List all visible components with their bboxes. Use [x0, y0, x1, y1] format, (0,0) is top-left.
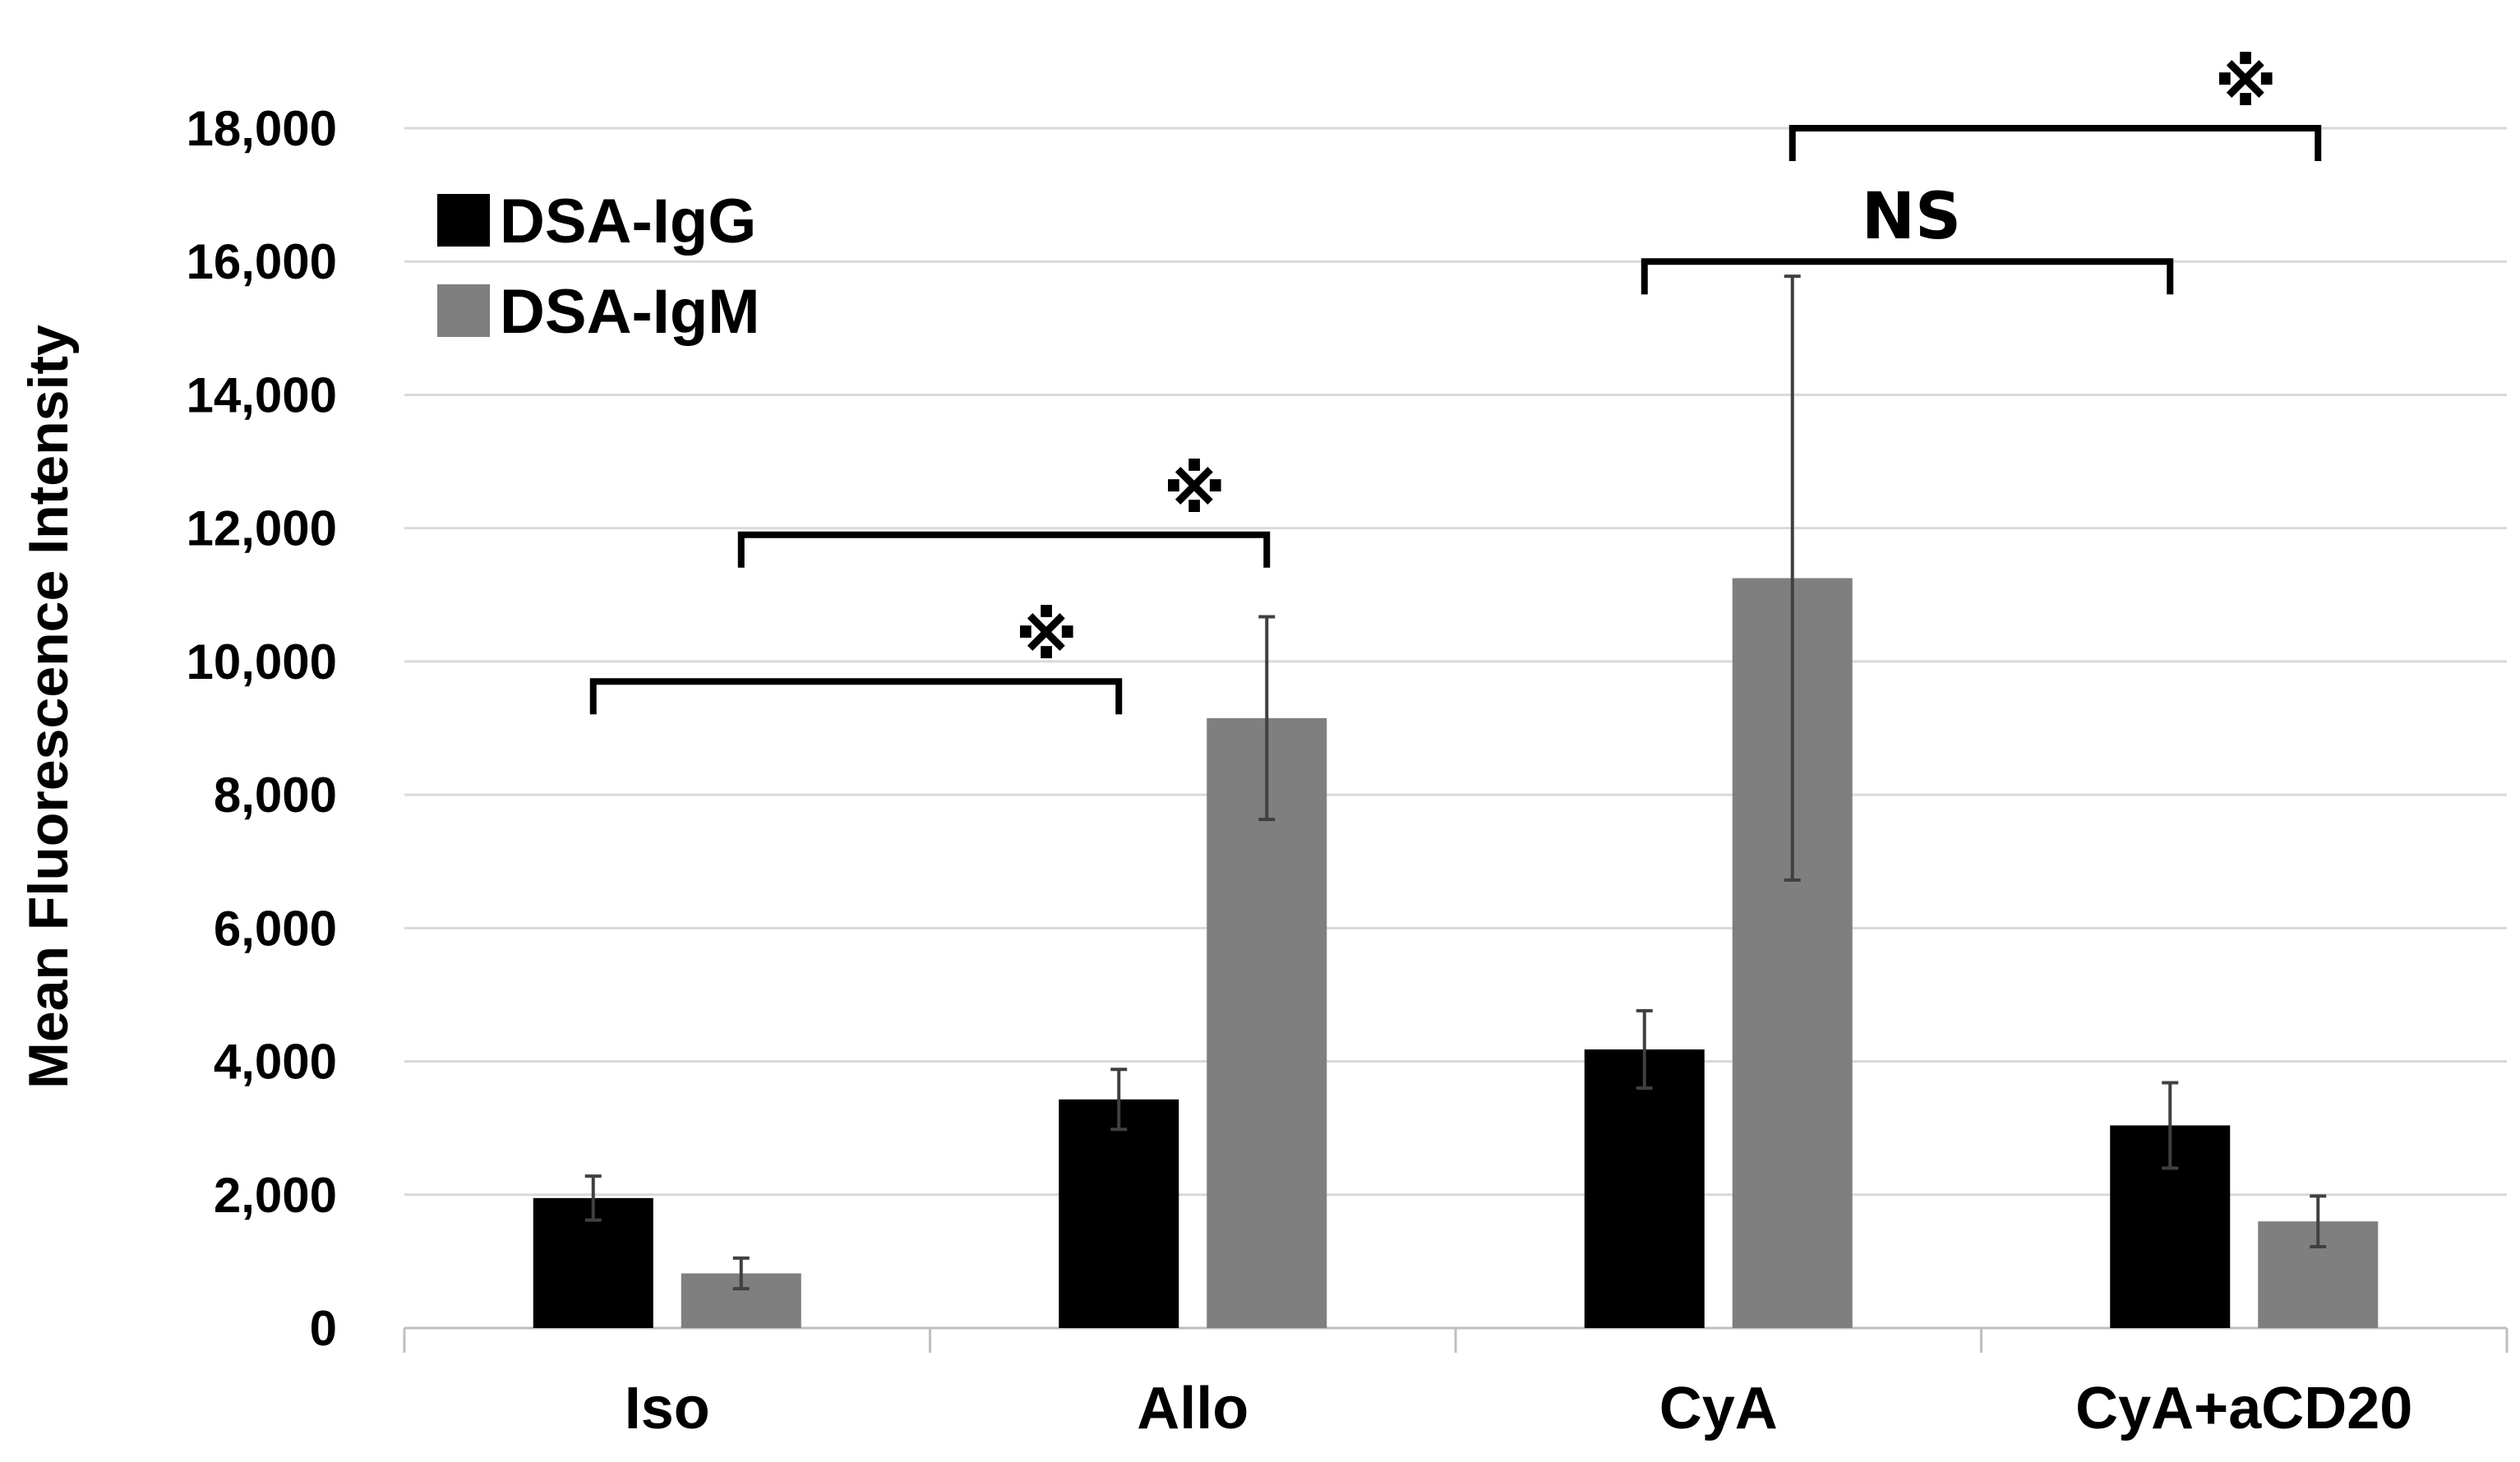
legend: DSA-IgG DSA-IgM [437, 187, 760, 347]
significance-bracket-3: NS [1641, 180, 2174, 295]
x-axis [403, 1326, 2508, 1353]
error-bar-dsa-igg-allo [1110, 1068, 1128, 1132]
error-bar-dsa-igg-cya-acd20 [2162, 1081, 2179, 1170]
significance-label: ※ [1015, 600, 1078, 674]
error-bars [584, 274, 2327, 1291]
legend-label-dsa-igg: DSA-IgG [500, 187, 756, 256]
error-bar-dsa-igg-cya [1636, 1008, 1653, 1090]
y-tick-label: 4,000 [214, 1035, 337, 1090]
significance-bracket-1: ※ [589, 600, 1123, 715]
significance-label: ※ [1163, 454, 1225, 528]
significance-bracket-2: ※ [737, 454, 1271, 568]
legend-swatch-dsa-igm [437, 284, 490, 337]
x-category-label-iso: Iso [625, 1376, 710, 1441]
y-tick-label: 0 [310, 1301, 337, 1356]
significance-bracket-4: ※ [1788, 47, 2322, 161]
x-category-label-cya: CyA [1659, 1376, 1778, 1441]
error-bar-dsa-igg-iso [584, 1174, 602, 1222]
x-category-label-allo: Allo [1137, 1376, 1248, 1441]
significance-label: NS [1862, 180, 1961, 254]
legend-label-dsa-igm: DSA-IgM [500, 277, 760, 347]
bar-dsa-igg-allo [1059, 1099, 1179, 1328]
x-category-label-cya-acd20: CyA+aCD20 [2075, 1376, 2412, 1441]
error-bar-dsa-igm-allo [1258, 615, 1276, 822]
y-tick-label: 2,000 [214, 1168, 337, 1223]
error-bar-dsa-igm-iso [732, 1256, 750, 1291]
y-tick-label: 8,000 [214, 768, 337, 823]
gridlines [404, 127, 2507, 1197]
y-axis-title: Mean Fluorescence Intensity [17, 325, 80, 1089]
y-axis-tick-labels: 0 2,000 4,000 6,000 8,000 10,000 12,000 14,000 1… [186, 101, 337, 1356]
y-tick-label: 18,000 [186, 101, 337, 156]
significance-label: ※ [2214, 47, 2277, 121]
y-tick-label: 16,000 [186, 234, 337, 289]
bar-dsa-igg-cya [1584, 1049, 1705, 1328]
bars [533, 578, 2379, 1328]
y-tick-label: 12,000 [186, 501, 337, 556]
error-bar-dsa-igm-cya-acd20 [2310, 1194, 2327, 1249]
x-axis-category-labels: Iso Allo CyA CyA+aCD20 [625, 1376, 2413, 1441]
legend-swatch-dsa-igg [437, 194, 490, 247]
significance-brackets: ※ ※ NS ※ [589, 47, 2322, 715]
y-tick-label: 14,000 [186, 367, 337, 422]
y-tick-label: 10,000 [186, 634, 337, 689]
error-bar-dsa-igm-cya [1784, 274, 1801, 882]
y-tick-label: 6,000 [214, 901, 337, 956]
